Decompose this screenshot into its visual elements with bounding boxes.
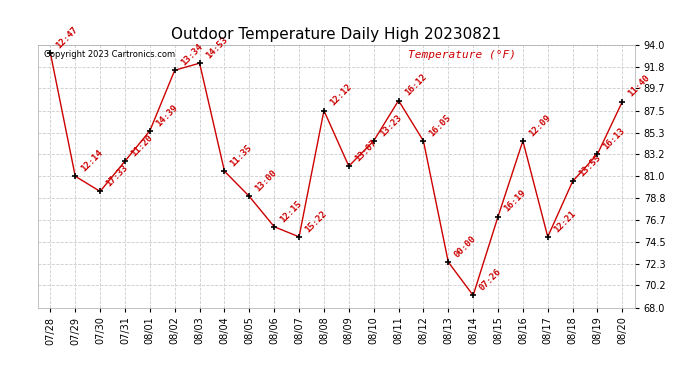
Text: 16:05: 16:05 (428, 113, 453, 138)
Text: 11:20: 11:20 (129, 133, 155, 158)
Text: 13:34: 13:34 (179, 42, 204, 68)
Text: 12:15: 12:15 (278, 199, 304, 224)
Text: 12:47: 12:47 (55, 25, 80, 50)
Text: 14:39: 14:39 (154, 103, 179, 128)
Text: 13:00: 13:00 (253, 168, 279, 194)
Text: 12:14: 12:14 (79, 148, 105, 174)
Text: 13:07: 13:07 (353, 138, 378, 164)
Text: 07:26: 07:26 (477, 267, 503, 292)
Text: 12:12: 12:12 (328, 82, 353, 108)
Text: 16:12: 16:12 (403, 72, 428, 98)
Text: 16:19: 16:19 (502, 189, 528, 214)
Text: 14:53: 14:53 (204, 35, 229, 60)
Text: 00:00: 00:00 (453, 234, 477, 259)
Text: 11:35: 11:35 (228, 143, 254, 168)
Text: 17:33: 17:33 (104, 163, 130, 189)
Text: 12:09: 12:09 (527, 113, 553, 138)
Text: Temperature (°F): Temperature (°F) (408, 50, 516, 60)
Title: Outdoor Temperature Daily High 20230821: Outdoor Temperature Daily High 20230821 (171, 27, 502, 42)
Text: 13:55: 13:55 (577, 153, 602, 178)
Text: 15:22: 15:22 (303, 209, 328, 234)
Text: Copyright 2023 Cartronics.com: Copyright 2023 Cartronics.com (44, 50, 175, 59)
Text: 16:13: 16:13 (602, 126, 627, 151)
Text: 11:40: 11:40 (627, 74, 652, 99)
Text: 12:21: 12:21 (552, 209, 578, 234)
Text: 13:23: 13:23 (378, 113, 403, 138)
